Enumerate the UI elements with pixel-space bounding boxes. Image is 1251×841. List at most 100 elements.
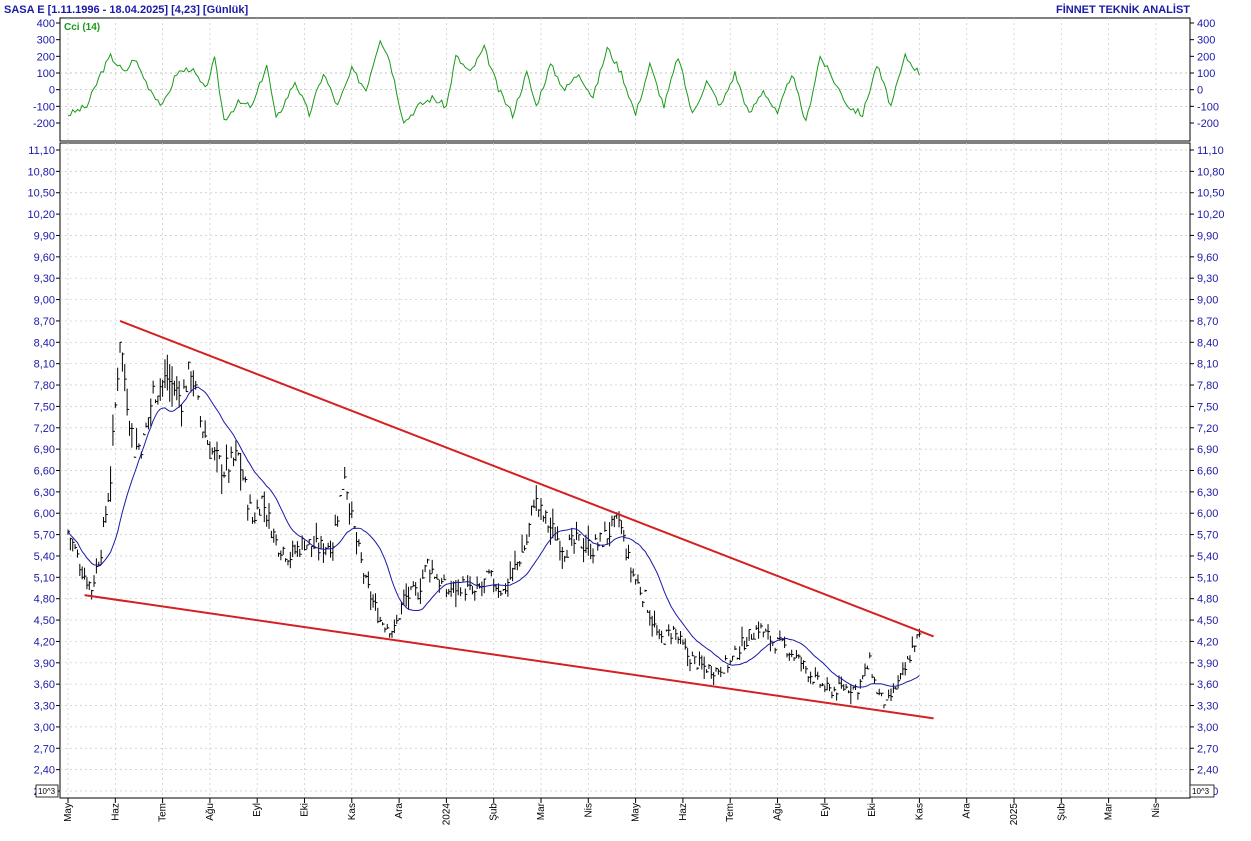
price-tick-label: 8,40	[1197, 337, 1218, 349]
x-tick-label: Ağu	[205, 803, 216, 821]
x-tick-label: Tem	[158, 803, 169, 822]
price-tick-label: 3,60	[34, 679, 55, 691]
price-tick-label: 3,60	[1197, 679, 1218, 691]
price-tick-label: 2,40	[34, 765, 55, 777]
cci-tick-label: 400	[1197, 18, 1215, 30]
price-tick-label: 4,50	[1197, 615, 1218, 627]
x-tick-label: 2024	[441, 803, 452, 826]
cci-y-axis-left: 400 300 200 100 0 -100 -200	[33, 18, 60, 130]
cci-tick-label: -200	[1197, 118, 1219, 130]
x-tick-label: Eyl	[820, 803, 831, 817]
x-tick-label: Şub	[489, 803, 500, 821]
price-tick-label: 5,10	[34, 572, 55, 584]
price-tick-label: 5,40	[1197, 551, 1218, 563]
price-tick-label: 11,10	[28, 145, 55, 157]
price-tick-label: 8,10	[34, 359, 55, 371]
price-tick-label: 9,90	[1197, 230, 1218, 242]
x-tick-label: May	[63, 803, 74, 822]
x-tick-label: Nis	[1151, 803, 1162, 817]
cci-tick-label: 200	[1197, 51, 1215, 63]
price-tick-label: 8,70	[1197, 316, 1218, 328]
price-tick-label: 7,20	[1197, 423, 1218, 435]
price-tick-label: 6,30	[34, 487, 55, 499]
price-tick-label: 5,40	[34, 551, 55, 563]
price-y-axis-left: 11,10 10,80 10,50 10,20 9,90 9,60 9,30 9,00 8,70…	[27, 145, 60, 798]
chart-title: SASA E [1.11.1996 - 18.04.2025] [4,23] […	[4, 4, 248, 16]
price-tick-label: 7,50	[1197, 401, 1218, 413]
price-tick-label: 9,60	[1197, 252, 1218, 264]
price-tick-label: 2,70	[1197, 743, 1218, 755]
cci-grid	[60, 18, 1190, 141]
price-tick-label: 10,20	[27, 209, 55, 221]
price-tick-label: 9,30	[1197, 273, 1218, 285]
x-tick-label: Şub	[1056, 803, 1067, 821]
cci-tick-label: 400	[37, 18, 55, 30]
price-tick-label: 9,00	[1197, 295, 1218, 307]
price-tick-label: 10,50	[27, 188, 55, 200]
price-bars	[67, 341, 922, 709]
x-axis: May Haz Tem Ağu Eyl Eki Kas Ara 2024 Şub Mar Nis May…	[63, 798, 1162, 825]
price-tick-label: 4,80	[34, 594, 55, 606]
price-tick-label: 3,00	[34, 722, 55, 734]
x-tick-label: May	[631, 803, 642, 822]
cci-tick-label: -100	[1197, 101, 1219, 113]
cci-tick-label: 0	[1197, 85, 1203, 97]
price-tick-label: 6,60	[1197, 466, 1218, 478]
x-tick-label: Tem	[725, 803, 736, 822]
x-tick-label: Mar	[536, 802, 547, 820]
x-tick-label: Ağu	[773, 803, 784, 821]
price-tick-label: 2,40	[1197, 765, 1218, 777]
cci-y-axis-right: 400 300 200 100 0 -100 -200	[1190, 18, 1219, 130]
cci-tick-label: -200	[33, 118, 55, 130]
price-tick-label: 3,90	[1197, 658, 1218, 670]
price-tick-label: 8,10	[1197, 359, 1218, 371]
cci-tick-label: 100	[1197, 68, 1215, 80]
cci-tick-label: 0	[49, 85, 55, 97]
cci-tick-label: 200	[37, 51, 55, 63]
price-tick-label: 10,50	[1197, 188, 1225, 200]
upper-trendline	[119, 320, 934, 638]
price-tick-label: 6,00	[1197, 508, 1218, 520]
x-tick-label: Mar	[1104, 802, 1115, 820]
price-tick-label: 9,00	[34, 295, 55, 307]
price-tick-label: 5,10	[1197, 572, 1218, 584]
price-tick-label: 6,60	[34, 466, 55, 478]
x-tick-label: 2025	[1009, 803, 1020, 826]
provider-title: FİNNET TEKNİK ANALİST	[1056, 3, 1190, 16]
price-tick-label: 7,80	[1197, 380, 1218, 392]
cci-tick-label: 300	[37, 35, 55, 47]
x-tick-label: Haz	[678, 803, 689, 821]
x-tick-label: Haz	[110, 803, 121, 821]
x-tick-label: Kas	[914, 803, 925, 820]
price-tick-label: 3,30	[1197, 701, 1218, 713]
price-tick-label: 4,80	[1197, 594, 1218, 606]
scale-badge-left: 10^3	[38, 787, 56, 796]
price-tick-label: 11,10	[1197, 145, 1224, 157]
x-tick-label: Ara	[962, 803, 973, 819]
moving-average-line	[67, 386, 920, 688]
x-tick-label: Ara	[394, 803, 405, 819]
price-tick-label: 8,70	[34, 316, 55, 328]
price-tick-label: 9,30	[34, 273, 55, 285]
price-tick-label: 4,50	[34, 615, 55, 627]
price-tick-label: 4,20	[34, 636, 55, 648]
price-tick-label: 5,70	[34, 530, 55, 542]
price-tick-label: 2,70	[34, 743, 55, 755]
x-tick-label: Kas	[347, 803, 358, 820]
price-tick-label: 6,30	[1197, 487, 1218, 499]
price-tick-label: 3,90	[34, 658, 55, 670]
cci-tick-label: 300	[1197, 35, 1215, 47]
price-tick-label: 10,20	[1197, 209, 1225, 221]
cci-panel: 400 300 200 100 0 -100 -200 400 300 200 100 0 -100 -…	[33, 17, 1219, 142]
cci-tick-label: 100	[37, 68, 55, 80]
cci-line	[67, 39, 920, 125]
x-tick-label: Nis	[583, 803, 594, 817]
price-tick-label: 3,00	[1197, 722, 1218, 734]
x-tick-label: Eyl	[252, 803, 263, 817]
price-y-axis-right: 11,10 10,80 10,50 10,20 9,90 9,60 9,30 9,00 8,70…	[1190, 145, 1225, 798]
price-tick-label: 7,20	[34, 423, 55, 435]
price-tick-label: 9,90	[34, 230, 55, 242]
price-tick-label: 5,70	[1197, 530, 1218, 542]
price-tick-label: 3,30	[34, 701, 55, 713]
